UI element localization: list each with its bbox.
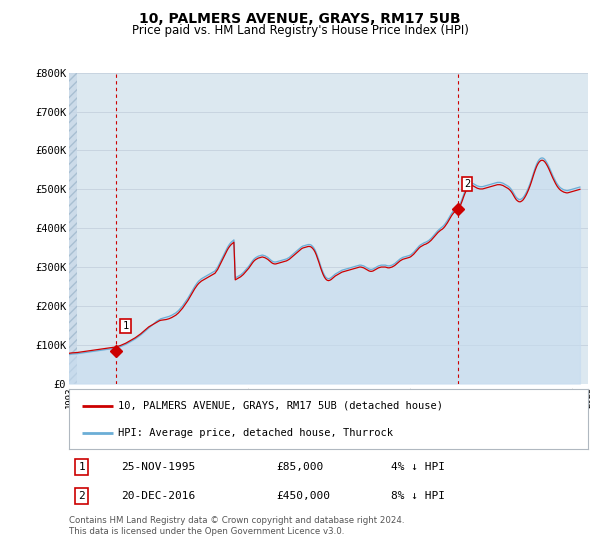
Text: 10, PALMERS AVENUE, GRAYS, RM17 5UB (detached house): 10, PALMERS AVENUE, GRAYS, RM17 5UB (det… (118, 400, 443, 410)
Text: 2: 2 (79, 491, 85, 501)
Text: 1: 1 (79, 462, 85, 472)
Text: HPI: Average price, detached house, Thurrock: HPI: Average price, detached house, Thur… (118, 428, 394, 438)
Text: £85,000: £85,000 (277, 462, 324, 472)
Text: 20-DEC-2016: 20-DEC-2016 (121, 491, 195, 501)
Text: 8% ↓ HPI: 8% ↓ HPI (391, 491, 445, 501)
Text: 2: 2 (464, 179, 470, 189)
Text: 25-NOV-1995: 25-NOV-1995 (121, 462, 195, 472)
Text: Price paid vs. HM Land Registry's House Price Index (HPI): Price paid vs. HM Land Registry's House … (131, 24, 469, 37)
Text: Contains HM Land Registry data © Crown copyright and database right 2024.
This d: Contains HM Land Registry data © Crown c… (69, 516, 404, 536)
Text: 10, PALMERS AVENUE, GRAYS, RM17 5UB: 10, PALMERS AVENUE, GRAYS, RM17 5UB (139, 12, 461, 26)
Text: 1: 1 (122, 321, 129, 331)
Bar (69, 73, 77, 384)
Text: £450,000: £450,000 (277, 491, 331, 501)
Text: 4% ↓ HPI: 4% ↓ HPI (391, 462, 445, 472)
